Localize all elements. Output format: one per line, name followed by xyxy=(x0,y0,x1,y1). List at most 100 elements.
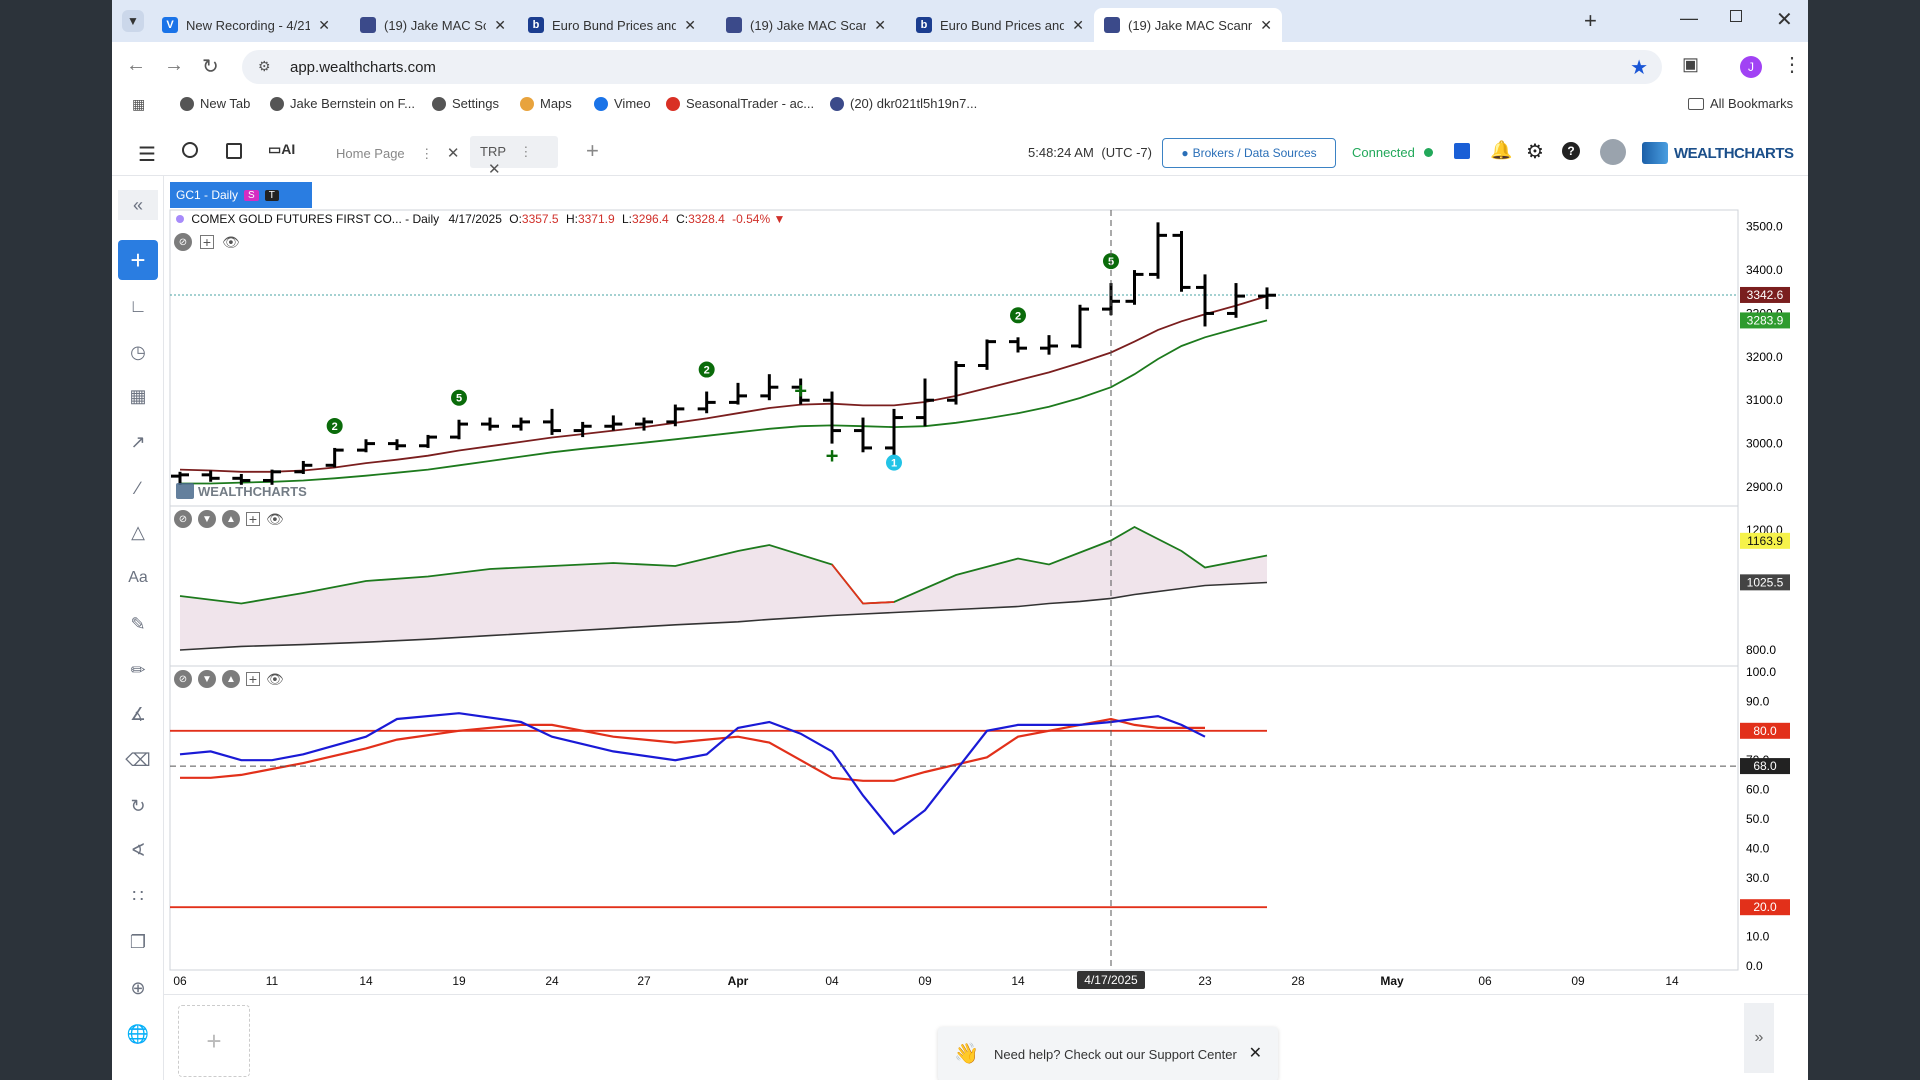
tab-trp[interactable]: TRP ⋮ ✕ xyxy=(470,136,558,178)
add-panel-button[interactable]: + xyxy=(178,1005,250,1077)
search-icon[interactable] xyxy=(182,142,198,158)
globe-icon[interactable]: 🌐 xyxy=(126,1023,150,1044)
support-close-icon[interactable]: ✕ xyxy=(1248,1045,1262,1062)
site-info-icon[interactable]: ⚙ xyxy=(258,58,271,74)
tab-search-icon[interactable]: ▼ xyxy=(122,10,144,32)
tab-close-icon[interactable]: ✕ xyxy=(684,16,696,33)
forward-icon[interactable]: → xyxy=(164,54,184,76)
refresh-icon[interactable]: ↻ xyxy=(130,795,146,816)
text-tool-icon[interactable]: Aa xyxy=(128,569,148,586)
tab-home-page[interactable]: Home Page ⋮ ✕ xyxy=(336,144,459,162)
price-badge-green: 3283.9 xyxy=(1747,313,1784,327)
line-tool-icon[interactable]: ∕ xyxy=(136,477,140,498)
notifications-bell-icon[interactable]: 🔔 xyxy=(1490,140,1513,160)
pane3-eye-icon[interactable]: 👁 xyxy=(266,670,284,687)
pane2-down-icon[interactable]: ▼ xyxy=(198,510,216,528)
measure-icon[interactable]: ∡ xyxy=(129,703,147,724)
all-bookmarks[interactable]: All Bookmarks xyxy=(1688,96,1793,111)
back-icon[interactable]: ← xyxy=(126,54,146,76)
user-avatar[interactable] xyxy=(1600,139,1626,165)
expand-panel-icon[interactable]: » xyxy=(1744,1003,1774,1073)
ohlc-bar xyxy=(512,417,530,431)
eraser-icon[interactable]: ⌫ xyxy=(125,749,151,770)
ai-assistant-button[interactable]: ▭AI xyxy=(268,141,296,157)
restore-button[interactable] xyxy=(1730,10,1742,22)
clock-icon[interactable]: ◷ xyxy=(130,341,146,362)
hamburger-menu-icon[interactable]: ☰ xyxy=(138,144,156,166)
pane2-settings-icon[interactable]: ⊘ xyxy=(174,510,192,528)
analytics-icon[interactable]: ∢ xyxy=(130,839,146,860)
pane2-up-icon[interactable]: ▲ xyxy=(222,510,240,528)
browser-tab-1[interactable]: V New Recording - 4/21/2025, ✕ xyxy=(152,8,340,42)
new-tab-button[interactable]: + xyxy=(1584,8,1597,33)
calendar-icon[interactable]: ▦ xyxy=(129,385,147,406)
pane2-add-icon[interactable]: + xyxy=(246,511,260,527)
date-tick-label: 24 xyxy=(545,974,559,988)
trend-icon[interactable]: ↗ xyxy=(130,431,146,452)
pane3-up-icon[interactable]: ▲ xyxy=(222,670,240,688)
ruler-icon[interactable]: ✏ xyxy=(130,659,146,680)
browser-tab-6[interactable]: (19) Jake MAC Scanner (1) - \ ✕ xyxy=(1094,8,1282,42)
cyan-signal-marker xyxy=(886,454,902,471)
close-window-button[interactable]: ✕ xyxy=(1776,9,1793,31)
trp-tab-close-icon[interactable]: ✕ xyxy=(488,161,501,178)
apps-grid-icon[interactable]: ▦ xyxy=(132,96,146,112)
tab-close-icon[interactable]: ✕ xyxy=(494,16,506,33)
ohlc-bar xyxy=(263,469,281,485)
url-field[interactable]: ⚙ app.wealthcharts.com ★ xyxy=(242,50,1662,84)
pane-eye-icon[interactable]: 👁 xyxy=(222,233,240,250)
pane-settings-icon[interactable]: ⊘ xyxy=(174,233,192,251)
scatter-icon[interactable]: ∷ xyxy=(132,885,144,906)
pane3-add-icon[interactable]: + xyxy=(246,671,260,687)
tab-close-icon[interactable]: ✕ xyxy=(318,16,330,33)
crosshair-date-bg xyxy=(1077,971,1145,989)
extensions-icon[interactable]: ▣ xyxy=(1682,54,1700,74)
chart-canvas[interactable]: 3500.03400.03300.03200.03100.03000.02900… xyxy=(112,0,1808,1080)
pane3-down-icon[interactable]: ▼ xyxy=(198,670,216,688)
help-icon[interactable]: ? xyxy=(1562,142,1580,160)
bookmark-5[interactable]: Vimeo xyxy=(594,96,651,111)
trp-tab-more-icon[interactable]: ⋮ xyxy=(519,144,533,159)
layers-icon[interactable]: ❐ xyxy=(129,931,147,952)
browser-tab-3[interactable]: b Euro Bund Prices and Euro B ✕ xyxy=(518,8,706,42)
support-toast[interactable]: 👋 Need help? Check out our Support Cente… xyxy=(938,1027,1278,1080)
browser-menu-icon[interactable]: ⋮ xyxy=(1782,54,1802,76)
bookmark-2[interactable]: Jake Bernstein on F... xyxy=(270,96,415,111)
home-tab-more-icon[interactable]: ⋮ xyxy=(420,146,434,161)
bookmark-6[interactable]: SeasonalTrader - ac... xyxy=(666,96,814,111)
tab-close-icon[interactable]: ✕ xyxy=(1072,16,1084,33)
chart-type-icon[interactable]: ∟ xyxy=(129,295,147,316)
bookmark-4[interactable]: Maps xyxy=(520,96,572,111)
layouts-icon[interactable] xyxy=(226,143,242,159)
add-indicator-button[interactable]: + xyxy=(118,240,158,280)
crosshair-icon[interactable]: ⊕ xyxy=(130,977,146,998)
browser-tab-4[interactable]: (19) Jake MAC Scanner (1) - \ ✕ xyxy=(716,8,896,42)
browser-tab-2[interactable]: (19) Jake MAC Scanner (1) - \ ✕ xyxy=(350,8,516,42)
date-tick-label: 23 xyxy=(1198,974,1212,988)
minimize-button[interactable]: — xyxy=(1680,8,1698,28)
save-icon[interactable] xyxy=(1454,143,1470,159)
home-tab-close-icon[interactable]: ✕ xyxy=(446,145,460,162)
pane2-badge-yellow-bg xyxy=(1740,532,1790,549)
symbol-badge[interactable]: GC1 - Daily S T xyxy=(170,182,312,208)
bookmark-3[interactable]: Settings xyxy=(432,96,499,111)
pane-add-icon[interactable]: + xyxy=(200,234,214,250)
bookmark-7[interactable]: (20) dkr021tl5h19n7... xyxy=(830,96,977,111)
bookmark-1[interactable]: New Tab xyxy=(180,96,250,111)
brokers-data-sources-button[interactable]: ● Brokers / Data Sources xyxy=(1162,138,1336,168)
profile-avatar[interactable]: J xyxy=(1740,56,1762,78)
pane2-eye-icon[interactable]: 👁 xyxy=(266,510,284,527)
browser-tab-5[interactable]: b Euro Bund Prices and Euro B ✕ xyxy=(906,8,1094,42)
pane3-settings-icon[interactable]: ⊘ xyxy=(174,670,192,688)
pencil-icon[interactable]: ✎ xyxy=(130,613,146,634)
settings-gear-icon[interactable]: ⚙ xyxy=(1526,141,1544,163)
shapes-icon[interactable]: △ xyxy=(131,521,145,542)
pane2-gray-line xyxy=(179,581,1268,651)
reload-icon[interactable]: ↻ xyxy=(202,56,219,78)
add-tab-icon[interactable]: + xyxy=(586,138,599,163)
tab-close-icon[interactable]: ✕ xyxy=(874,16,886,33)
collapse-panel-icon[interactable]: « xyxy=(118,190,158,220)
bookmark-star-icon[interactable]: ★ xyxy=(1630,57,1648,79)
wealthcharts-icon xyxy=(726,17,742,33)
tab-close-icon[interactable]: ✕ xyxy=(1260,16,1272,33)
